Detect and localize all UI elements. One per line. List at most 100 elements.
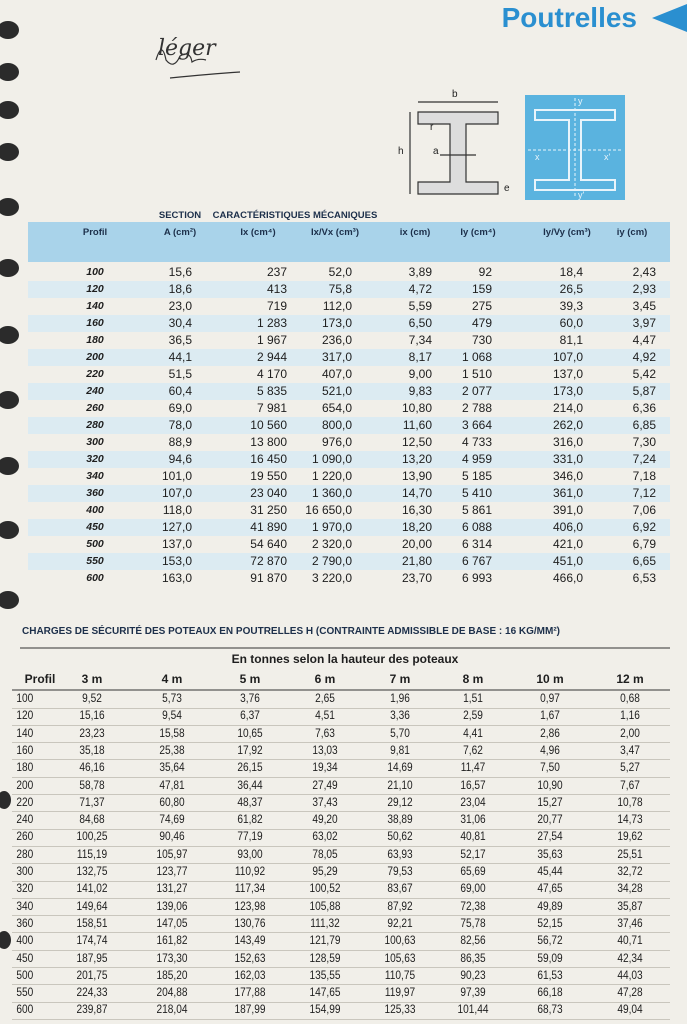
value-cell: 2,93 bbox=[632, 282, 656, 296]
value-cell: 152,63 bbox=[234, 952, 266, 965]
value-cell: 7,34 bbox=[408, 333, 432, 347]
value-cell: 7,63 bbox=[315, 727, 335, 740]
value-cell: 63,93 bbox=[387, 848, 413, 861]
value-cell: 139,06 bbox=[156, 900, 188, 913]
profile-cell: 320 bbox=[86, 453, 104, 465]
value-cell: 2,43 bbox=[632, 265, 656, 279]
value-cell: 19 550 bbox=[250, 469, 287, 483]
profile-cell: 160 bbox=[86, 317, 104, 329]
section-header: SECTION bbox=[158, 210, 202, 221]
value-cell: 44,03 bbox=[617, 969, 643, 982]
value-cell: 14,70 bbox=[401, 486, 432, 500]
value-cell: 16 650,0 bbox=[305, 503, 352, 517]
profile-cell: 120 bbox=[16, 710, 34, 723]
value-cell: 23,70 bbox=[401, 571, 432, 585]
profile-cell: 550 bbox=[16, 987, 34, 1000]
value-cell: 5 835 bbox=[256, 384, 287, 398]
value-cell: 161,82 bbox=[156, 935, 188, 948]
value-cell: 78,0 bbox=[168, 418, 192, 432]
value-cell: 237 bbox=[266, 265, 287, 279]
profile-cell: 500 bbox=[86, 538, 104, 550]
value-cell: 13 800 bbox=[250, 435, 287, 449]
value-cell: 75,78 bbox=[460, 917, 486, 930]
profile-cell: 360 bbox=[16, 917, 34, 930]
row-rule bbox=[12, 880, 670, 882]
profile-cell: 360 bbox=[86, 487, 104, 499]
column-header: Ix (cm⁴) bbox=[240, 227, 276, 238]
value-cell: 214,0 bbox=[552, 401, 583, 415]
value-cell: 110,92 bbox=[234, 866, 266, 878]
value-cell: 130,76 bbox=[234, 917, 266, 930]
value-cell: 13,90 bbox=[401, 469, 432, 483]
value-cell: 1 967 bbox=[256, 333, 287, 347]
value-cell: 9,81 bbox=[390, 744, 410, 757]
value-cell: 143,49 bbox=[234, 935, 266, 948]
page-title: Poutrelles bbox=[501, 2, 637, 33]
value-cell: 3,47 bbox=[620, 744, 640, 757]
profile-cell: 220 bbox=[86, 368, 104, 380]
profile-cell: 280 bbox=[86, 419, 104, 431]
value-cell: 976,0 bbox=[321, 435, 352, 449]
value-cell: 117,34 bbox=[234, 883, 266, 896]
value-cell: 4,47 bbox=[632, 333, 656, 347]
value-cell: 110,75 bbox=[384, 969, 416, 982]
value-cell: 27,54 bbox=[537, 831, 563, 844]
value-cell: 201,75 bbox=[76, 969, 108, 982]
row-band bbox=[28, 281, 670, 298]
value-cell: 111,32 bbox=[310, 917, 340, 930]
value-cell: 123,77 bbox=[156, 866, 188, 878]
title-arrow bbox=[652, 4, 687, 32]
value-cell: 48,37 bbox=[237, 796, 263, 809]
row-rule bbox=[12, 811, 670, 813]
row-rule bbox=[12, 742, 670, 744]
value-cell: 239,87 bbox=[76, 1004, 108, 1017]
value-cell: 10 560 bbox=[250, 418, 287, 432]
value-cell: 5,42 bbox=[632, 367, 656, 381]
value-cell: 121,79 bbox=[309, 935, 341, 948]
profile-cell: 240 bbox=[86, 385, 104, 397]
value-cell: 21,10 bbox=[387, 779, 413, 792]
value-cell: 16,57 bbox=[460, 779, 486, 792]
value-cell: 92 bbox=[478, 265, 492, 279]
value-cell: 115,19 bbox=[76, 848, 108, 861]
value-cell: 236,0 bbox=[321, 333, 352, 347]
profile-cell: 340 bbox=[16, 900, 34, 913]
dim-label: r bbox=[430, 122, 434, 133]
profile-cell: 550 bbox=[86, 555, 104, 567]
value-cell: 37,43 bbox=[312, 796, 338, 809]
profile-cell: 200 bbox=[86, 351, 104, 363]
profile-cell: 600 bbox=[16, 1004, 34, 1017]
value-cell: 95,29 bbox=[312, 866, 338, 878]
value-cell: 30,4 bbox=[168, 316, 192, 330]
value-cell: 1,16 bbox=[620, 710, 640, 723]
value-cell: 9,54 bbox=[162, 710, 182, 723]
value-cell: 10,65 bbox=[237, 727, 263, 740]
value-cell: 7,12 bbox=[632, 486, 656, 500]
row-rule bbox=[12, 949, 670, 951]
profile-cell: 240 bbox=[16, 814, 34, 827]
value-cell: 316,0 bbox=[552, 435, 583, 449]
value-cell: 66,18 bbox=[537, 987, 563, 1000]
value-cell: 58,78 bbox=[79, 779, 105, 792]
row-rule bbox=[12, 845, 670, 847]
value-cell: 6 767 bbox=[461, 554, 492, 568]
value-cell: 5 861 bbox=[461, 503, 492, 517]
value-cell: 23,23 bbox=[79, 727, 105, 740]
row-rule bbox=[12, 724, 670, 726]
profile-cell: 200 bbox=[16, 779, 34, 792]
value-cell: 25,38 bbox=[159, 744, 185, 757]
value-cell: 13,03 bbox=[312, 744, 338, 757]
profile-cell: 100 bbox=[16, 693, 34, 705]
value-cell: 10,78 bbox=[617, 796, 643, 809]
column-header: 12 m bbox=[616, 672, 644, 686]
value-cell: 72 870 bbox=[250, 554, 287, 568]
value-cell: 15,6 bbox=[168, 265, 192, 279]
value-cell: 128,59 bbox=[309, 952, 341, 965]
profile-cell: 220 bbox=[16, 796, 34, 809]
value-cell: 12,50 bbox=[401, 435, 432, 449]
value-cell: 7,62 bbox=[463, 744, 483, 757]
value-cell: 63,02 bbox=[312, 831, 338, 844]
value-cell: 5 185 bbox=[461, 469, 492, 483]
column-header: 3 m bbox=[81, 672, 103, 686]
profile-cell: 320 bbox=[16, 883, 34, 896]
